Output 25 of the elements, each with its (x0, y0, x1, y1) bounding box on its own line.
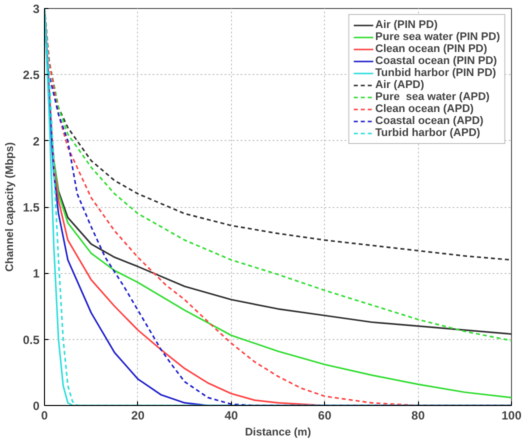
legend-label: Coastal ocean (PIN PD) (375, 55, 497, 67)
y-axis-title: Channel capacity (Mbps) (4, 142, 16, 272)
legend-label: Air (PIN PD) (375, 19, 438, 31)
x-tick-label: 40 (224, 408, 238, 422)
legend-label: Air (APD) (375, 79, 424, 91)
legend-label: Tunbid harbor (PIN PD) (375, 67, 496, 79)
x-tick-label: 20 (131, 408, 145, 422)
legend-label: Clean ocean (PIN PD) (375, 43, 488, 55)
legend-label: Pure sea water (PIN PD) (375, 31, 500, 43)
y-tick-label: 2 (32, 134, 40, 148)
x-tick-label: 100 (501, 408, 522, 422)
y-tick-label: 0.5 (22, 332, 40, 347)
y-tick-label: 0 (32, 399, 40, 413)
legend-label: Pure sea water (APD) (375, 91, 490, 103)
y-tick-label: 1.5 (22, 200, 40, 214)
x-tick-label: 60 (318, 408, 332, 422)
legend-label: Turbid harbor (APD) (375, 127, 480, 139)
y-tick-label: 3 (32, 2, 40, 16)
legend-label: Clean ocean (APD) (375, 103, 474, 115)
x-tick-label: 0 (41, 408, 48, 422)
legend-label: Coastal ocean (APD) (375, 115, 484, 127)
y-tick-label: 1 (32, 266, 40, 281)
x-tick-label: 80 (411, 408, 426, 422)
x-axis-title: Distance (m) (244, 426, 312, 438)
y-tick-label: 2.5 (22, 68, 40, 82)
